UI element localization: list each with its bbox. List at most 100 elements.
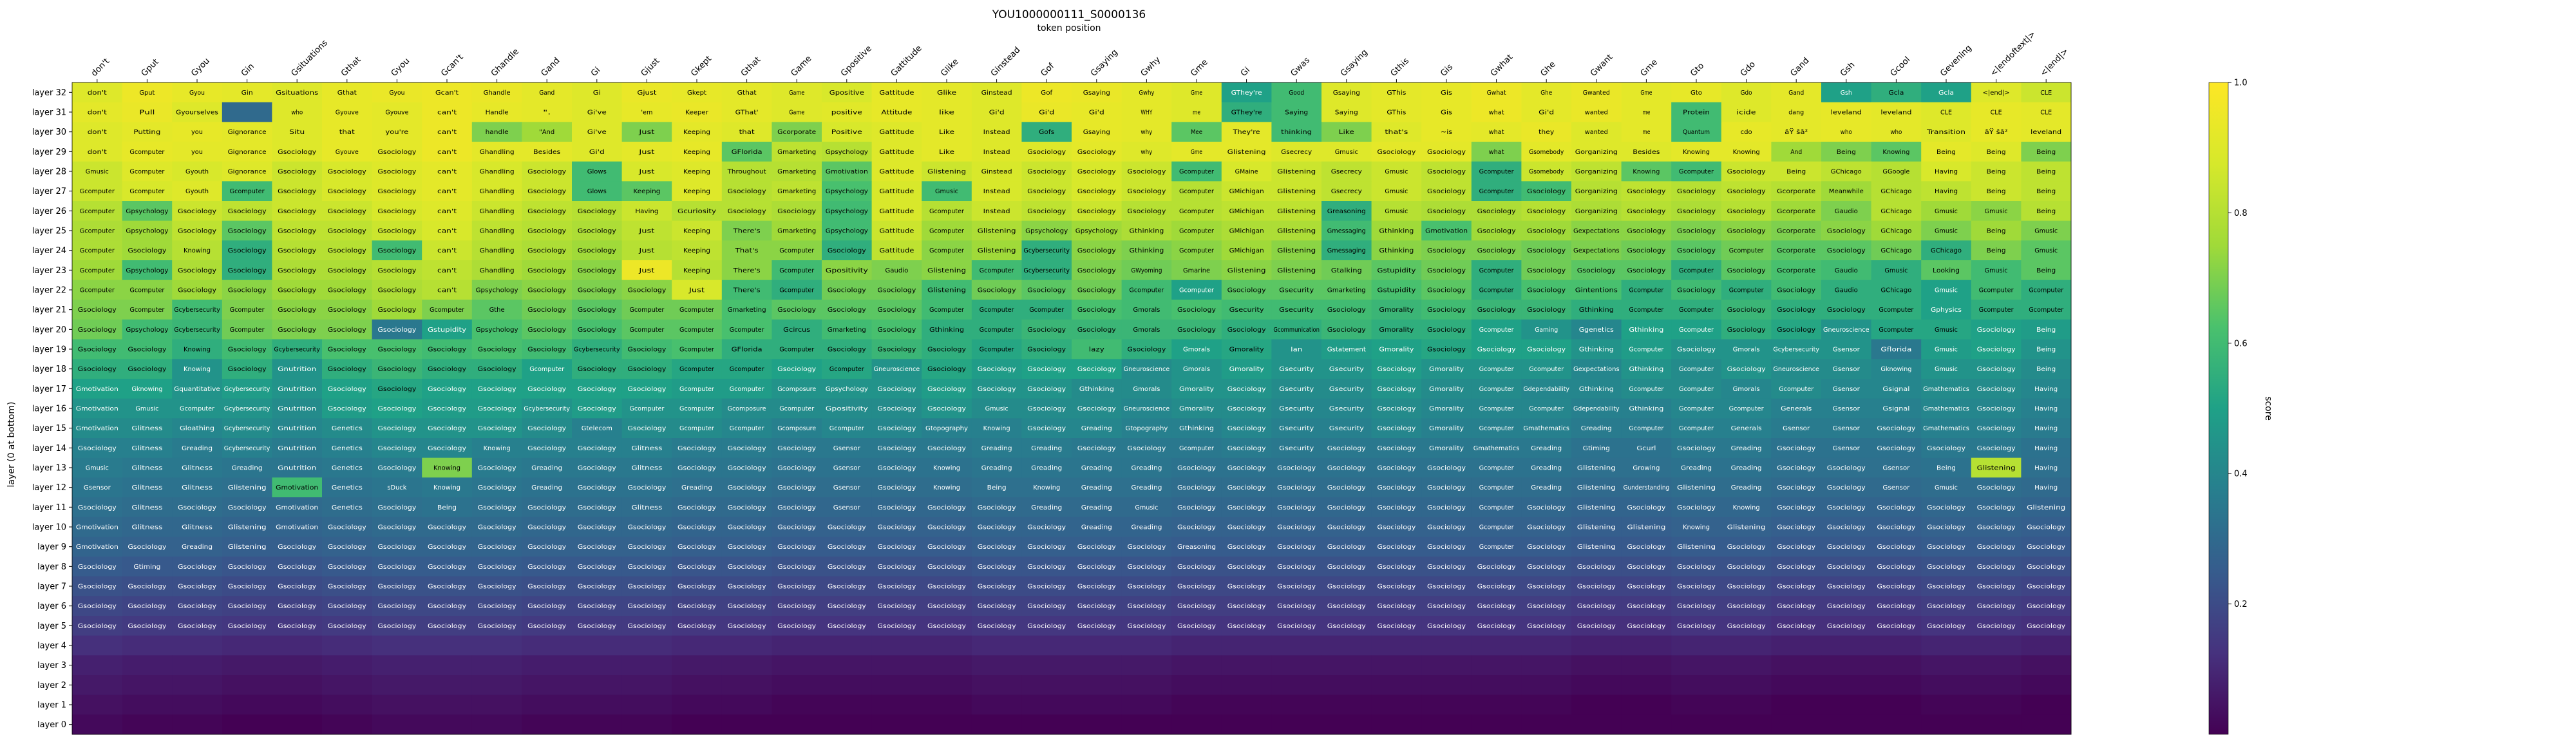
- cell-label: Gsociology: [1727, 267, 1766, 274]
- cell-label: Growing: [1633, 465, 1660, 472]
- cell-label: Ghandling: [480, 208, 515, 215]
- cell-label: Gsociology: [1777, 603, 1815, 610]
- cell-label: Gsociology: [978, 386, 1016, 393]
- cell-label: Gmusic: [935, 188, 958, 195]
- cell-label: Gsociology: [527, 445, 566, 452]
- cell-label: Gsociology: [677, 445, 716, 452]
- heatmap-cell: [1921, 181, 1972, 202]
- cell-label: Gsociology: [1177, 584, 1216, 591]
- cell-label: Gsociology: [178, 228, 216, 235]
- cell-label: Greading: [1031, 445, 1062, 452]
- cell-label: Gattitude: [879, 169, 914, 176]
- heatmap-cell: [1621, 201, 1672, 222]
- cell-label: Gsociology: [377, 544, 416, 551]
- cell-label: Gpsychology: [1075, 228, 1118, 235]
- cell-label: Glistening: [1277, 267, 1316, 274]
- cell-label: Genetics: [332, 484, 363, 491]
- heatmap-cell: [1671, 102, 1722, 122]
- cell-label: Gsociology: [1277, 544, 1316, 551]
- cell-label: Gsociology: [1827, 524, 1866, 531]
- cell-label: Ginstead: [981, 169, 1012, 176]
- cell-label: Gcomputer: [1479, 188, 1515, 195]
- cell-label: Glitness: [131, 445, 162, 452]
- cell-label: Gdo: [1741, 90, 1752, 97]
- heatmap-cell: [1471, 280, 1522, 300]
- cell-label: Gi'd: [1089, 110, 1104, 117]
- cell-label: Gsociology: [78, 564, 117, 571]
- cell-label: Gsociology: [677, 623, 716, 630]
- cell-label: Keeping: [683, 228, 710, 235]
- cell-label: GChicago: [1880, 188, 1911, 195]
- cell-label: Gnutrition: [278, 445, 316, 452]
- heatmap-cell: [322, 122, 373, 142]
- heatmap-cell: [1771, 694, 1822, 715]
- cell-label: Gsociology: [578, 564, 616, 571]
- cell-label: Gsociology: [927, 386, 966, 393]
- cell-label: Gcomputer: [1679, 425, 1714, 432]
- heatmap-cell: [522, 714, 573, 735]
- x-tick-label: Gis: [1439, 62, 1455, 79]
- heatmap-cell: [572, 675, 623, 696]
- heatmap-cell: [672, 82, 723, 103]
- cell-label: Glitness: [631, 504, 662, 511]
- heatmap-cell: [1971, 694, 2022, 715]
- cell-label: Gthat: [737, 90, 757, 97]
- heatmap-cell: [1871, 714, 1922, 735]
- cell-label: Being: [2036, 366, 2056, 373]
- cell-label: who: [1890, 129, 1902, 136]
- heatmap-cell: [1621, 240, 1672, 261]
- heatmap-cell: [922, 280, 972, 300]
- cell-label: GMichigan: [1229, 247, 1264, 254]
- cell-label: Knowing: [983, 425, 1010, 432]
- cell-label: Gcomputer: [829, 425, 865, 432]
- cell-label: Gcomputer: [80, 287, 115, 294]
- cell-label: Gsociology: [777, 603, 816, 610]
- heatmap-cell: [1021, 675, 1072, 696]
- heatmap-cell: [1771, 201, 1822, 222]
- cell-label: Gsociology: [1627, 208, 1665, 215]
- cell-label: Gcomputer: [629, 307, 665, 314]
- cell-label: Gsociology: [278, 228, 316, 235]
- heatmap-cell: [922, 201, 972, 222]
- cell-label: Gsociology: [1077, 623, 1116, 630]
- heatmap-cell: [72, 161, 123, 182]
- heatmap-cell: [1821, 82, 1872, 103]
- heatmap-cell: [1971, 635, 2022, 656]
- cell-label: Gsociology: [1677, 584, 1716, 591]
- cell-label: Gsociology: [1627, 584, 1665, 591]
- cell-label: Gsociology: [927, 445, 966, 452]
- cell-label: Gsociology: [328, 327, 366, 334]
- cell-label: Gmarketing: [728, 307, 766, 314]
- cell-label: Gthinking: [1579, 347, 1614, 354]
- cell-label: GMichigan: [1229, 208, 1264, 215]
- colorbar-label: score: [2263, 396, 2273, 421]
- cell-label: me: [1642, 110, 1650, 117]
- heatmap-cell: [1072, 320, 1122, 340]
- cell-label: Gsecurity: [1329, 425, 1364, 432]
- heatmap-cell: [1371, 220, 1422, 241]
- cell-label: Gsociology: [527, 386, 566, 393]
- cell-label: Gsociology: [278, 623, 316, 630]
- heatmap-cell: [1072, 82, 1122, 103]
- cell-label: Gsociology: [1027, 327, 1066, 334]
- cell-label: Just: [688, 287, 705, 294]
- y-tick-label: layer 32: [32, 88, 66, 98]
- cell-label: Gorganizing: [1575, 149, 1618, 156]
- heatmap-cell: [322, 240, 373, 261]
- heatmap-cell: [1371, 82, 1422, 103]
- cell-label: Gsociology: [1977, 603, 2016, 610]
- cell-label: Just: [638, 129, 654, 136]
- heatmap-cell: [1072, 300, 1122, 320]
- cell-label: And: [1790, 149, 1802, 156]
- cell-label: Gsociology: [1077, 188, 1116, 195]
- cell-label: Gcomputer: [730, 366, 765, 373]
- heatmap-cell: [322, 675, 373, 696]
- cell-label: Gsociology: [1427, 584, 1466, 591]
- cell-label: Gmusic: [2034, 247, 2058, 254]
- x-tick-label: Gyou: [390, 56, 412, 79]
- cell-label: Gcomputer: [1679, 169, 1714, 176]
- heatmap-cells: don't Gput Gyou Gin Gsituations Gthat Gyou Gcan…: [71, 82, 2072, 735]
- heatmap-cell: [672, 181, 723, 202]
- heatmap-cell: [672, 300, 723, 320]
- cell-label: Gcomposure: [777, 386, 816, 393]
